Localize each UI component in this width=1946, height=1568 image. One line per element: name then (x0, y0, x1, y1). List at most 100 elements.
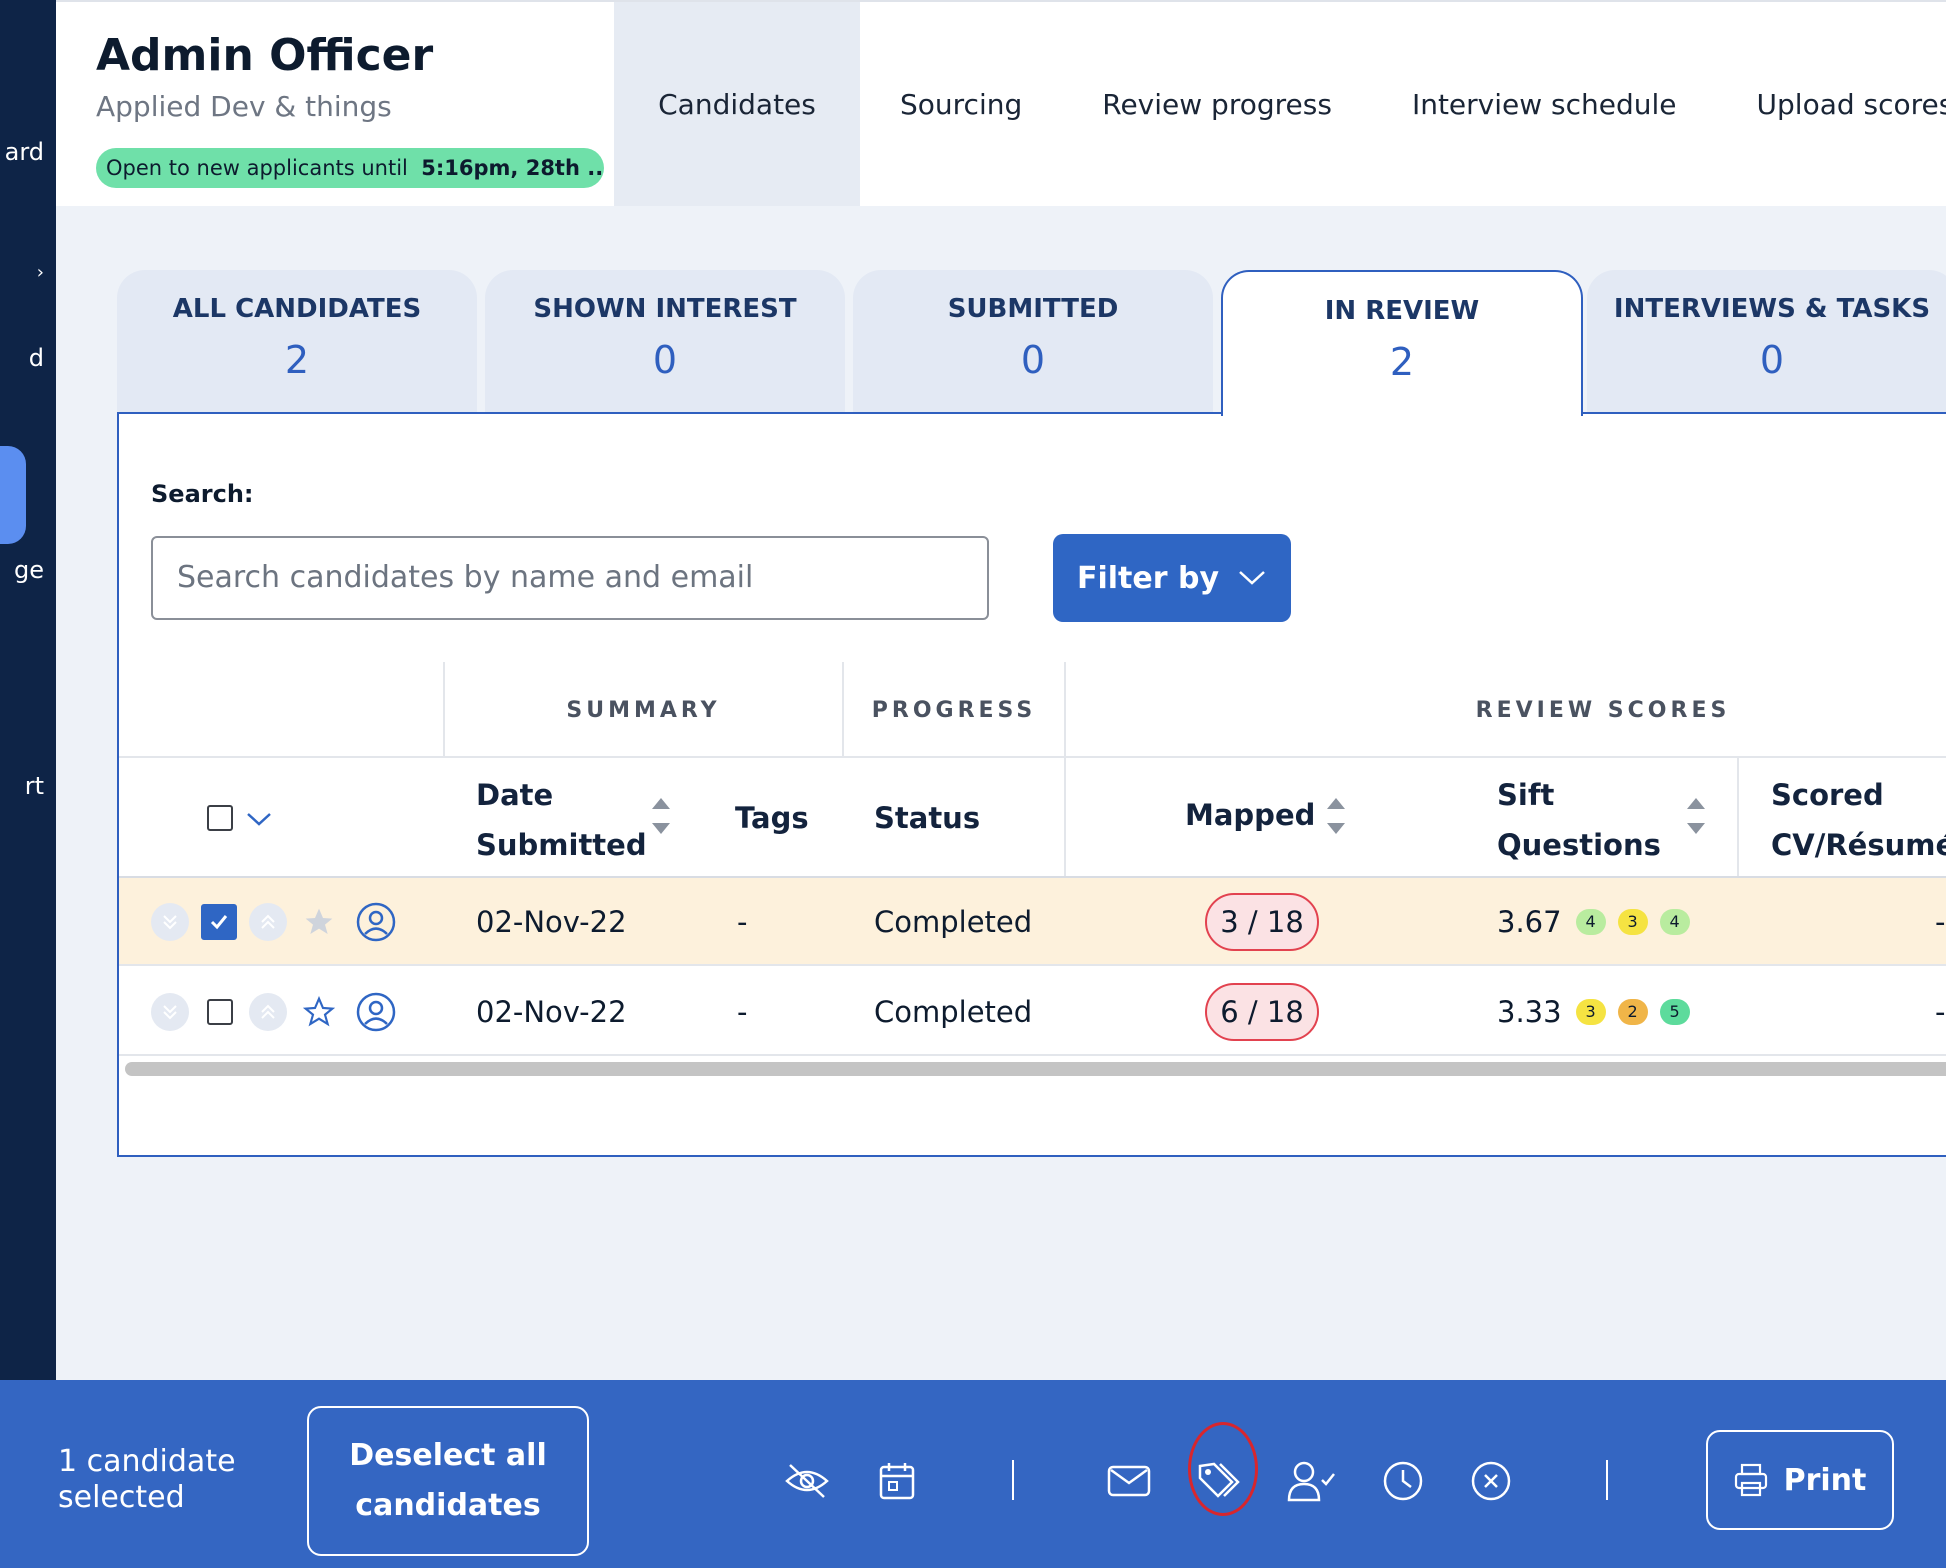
score-badge: 5 (1659, 999, 1690, 1025)
mapped-pill: 3 / 18 (1205, 893, 1319, 951)
mail-icon (1107, 1465, 1151, 1497)
col-sift-line1: Sift (1497, 778, 1555, 812)
date-submitted: 02-Nov-22 (476, 995, 627, 1029)
deselect-line2: candidates (355, 1488, 541, 1523)
move-up-button[interactable] (249, 878, 287, 966)
scored-cv-value: - (1935, 995, 1946, 1029)
group-review-scores: REVIEW SCORES (1475, 697, 1731, 723)
tab-count: 2 (1389, 340, 1415, 384)
star-button[interactable] (303, 968, 335, 1056)
tab-submitted[interactable]: SUBMITTED 0 (853, 270, 1213, 414)
tab-interviews-tasks[interactable]: INTERVIEWS & TASKS 0 (1587, 270, 1946, 414)
sort-icon[interactable] (1327, 798, 1345, 834)
col-mapped[interactable]: Mapped (1185, 798, 1316, 832)
sort-icon[interactable] (1687, 798, 1705, 834)
reject-button[interactable] (1466, 1456, 1516, 1506)
print-button[interactable]: Print (1706, 1430, 1894, 1530)
col-scored-cv[interactable]: Scored CV/Résumé (1771, 770, 1946, 870)
job-title: Admin Officer (96, 30, 434, 81)
col-scored-line2: CV/Résumé (1771, 828, 1946, 862)
mapped-value: 6 / 18 (1205, 968, 1319, 1056)
star-button[interactable] (303, 878, 335, 966)
top-nav: Candidates Sourcing Review progress Inte… (614, 2, 1946, 206)
col-date-line2: Submitted (476, 828, 647, 862)
nav-upload-scores[interactable]: Upload scores (1756, 87, 1946, 121)
search-input[interactable]: Search candidates by name and email (151, 536, 989, 620)
row-checkbox[interactable] (201, 878, 237, 966)
user-check-icon (1287, 1461, 1335, 1502)
status-value: Completed (874, 905, 1033, 939)
assign-reviewer-button[interactable] (1286, 1456, 1336, 1506)
tab-label: INTERVIEWS & TASKS (1613, 294, 1931, 324)
col-sift-questions[interactable]: Sift Questions (1497, 770, 1661, 870)
tab-count: 0 (1020, 338, 1046, 382)
job-subtitle: Applied Dev & things (96, 90, 392, 123)
tab-shown-interest[interactable]: SHOWN INTEREST 0 (485, 270, 845, 414)
nav-sourcing[interactable]: Sourcing (900, 87, 1023, 121)
sidebar-item-report[interactable]: rt (24, 772, 44, 800)
chevron-double-up-icon (261, 1004, 275, 1019)
select-all-checkbox[interactable] (207, 805, 233, 831)
deselect-all-button[interactable]: Deselect all candidates (307, 1406, 589, 1556)
sift-score: 3.67 4 3 4 (1497, 878, 1690, 966)
status-value: Completed (874, 995, 1033, 1029)
sidebar-item-3[interactable]: d (28, 344, 44, 372)
highlight-ring (1188, 1422, 1258, 1516)
group-progress: PROGRESS (871, 697, 1037, 723)
open-status-until: 5:16pm, 28th ... (421, 156, 604, 180)
print-label: Print (1783, 1462, 1867, 1498)
sidebar-item-dashboard[interactable]: ard (4, 138, 44, 166)
score-badge: 3 (1575, 999, 1606, 1025)
select-menu-chevron-icon[interactable] (245, 810, 273, 828)
sidebar-active-indicator[interactable] (0, 446, 26, 544)
bulk-action-bar: 1 candidate selected Deselect all candidat… (0, 1380, 1946, 1568)
tags-value: - (737, 905, 748, 939)
sort-icon[interactable] (652, 798, 670, 834)
calendar-icon (879, 1463, 915, 1500)
tab-in-review[interactable]: IN REVIEW 2 (1221, 270, 1583, 416)
selected-count-line2: selected (58, 1480, 185, 1515)
table-row[interactable]: 02-Nov-22 - Completed 6 / 18 3.33 3 2 5 … (119, 968, 1946, 1056)
open-status-badge: Open to new applicants until 5:16pm, 28t… (96, 148, 604, 188)
col-date-submitted[interactable]: Date Submitted (476, 770, 647, 870)
mapped-value: 3 / 18 (1205, 878, 1319, 966)
selected-count-line1: 1 candidate (58, 1444, 236, 1479)
printer-icon (1734, 1463, 1767, 1497)
search-label: Search: (151, 480, 254, 508)
col-scored-line1: Scored (1771, 778, 1884, 812)
move-up-button[interactable] (249, 968, 287, 1056)
candidate-profile-button[interactable] (355, 968, 397, 1056)
date-submitted: 02-Nov-22 (476, 905, 627, 939)
sidebar-item-manage[interactable]: ge (14, 556, 44, 584)
score-badge: 4 (1575, 909, 1606, 935)
table-row[interactable]: 02-Nov-22 - Completed 3 / 18 3.67 4 3 4 … (119, 878, 1946, 966)
nav-interview-schedule[interactable]: Interview schedule (1411, 87, 1677, 121)
horizontal-scrollbar[interactable] (125, 1062, 1946, 1076)
tab-count: 0 (652, 338, 678, 382)
email-button[interactable] (1104, 1456, 1154, 1506)
separator (1606, 1460, 1608, 1500)
history-button[interactable] (1378, 1456, 1428, 1506)
move-down-button[interactable] (151, 878, 189, 966)
selected-count: 1 candidate selected (58, 1444, 236, 1516)
schedule-button[interactable] (872, 1456, 922, 1506)
star-outline-icon (303, 996, 335, 1027)
clock-icon (1383, 1461, 1423, 1501)
tab-label: SHOWN INTEREST (533, 294, 797, 324)
tab-count: 0 (1759, 338, 1785, 382)
col-tags: Tags (735, 801, 809, 835)
tags-value: - (737, 995, 748, 1029)
tab-all-candidates[interactable]: ALL CANDIDATES 2 (117, 270, 477, 414)
candidate-profile-button[interactable] (355, 878, 397, 966)
row-checkbox[interactable] (207, 968, 233, 1056)
mapped-pill: 6 / 18 (1205, 983, 1319, 1041)
filter-by-button[interactable]: Filter by (1053, 534, 1291, 622)
user-circle-icon (356, 902, 396, 942)
sidebar-item-icon[interactable]: › (36, 262, 44, 283)
table-group-header: SUMMARY PROGRESS REVIEW SCORES (119, 662, 1946, 758)
nav-candidates[interactable]: Candidates (614, 2, 860, 206)
move-down-button[interactable] (151, 968, 189, 1056)
user-circle-icon (356, 992, 396, 1032)
hide-button[interactable] (782, 1456, 832, 1506)
nav-review-progress[interactable]: Review progress (1102, 87, 1332, 121)
